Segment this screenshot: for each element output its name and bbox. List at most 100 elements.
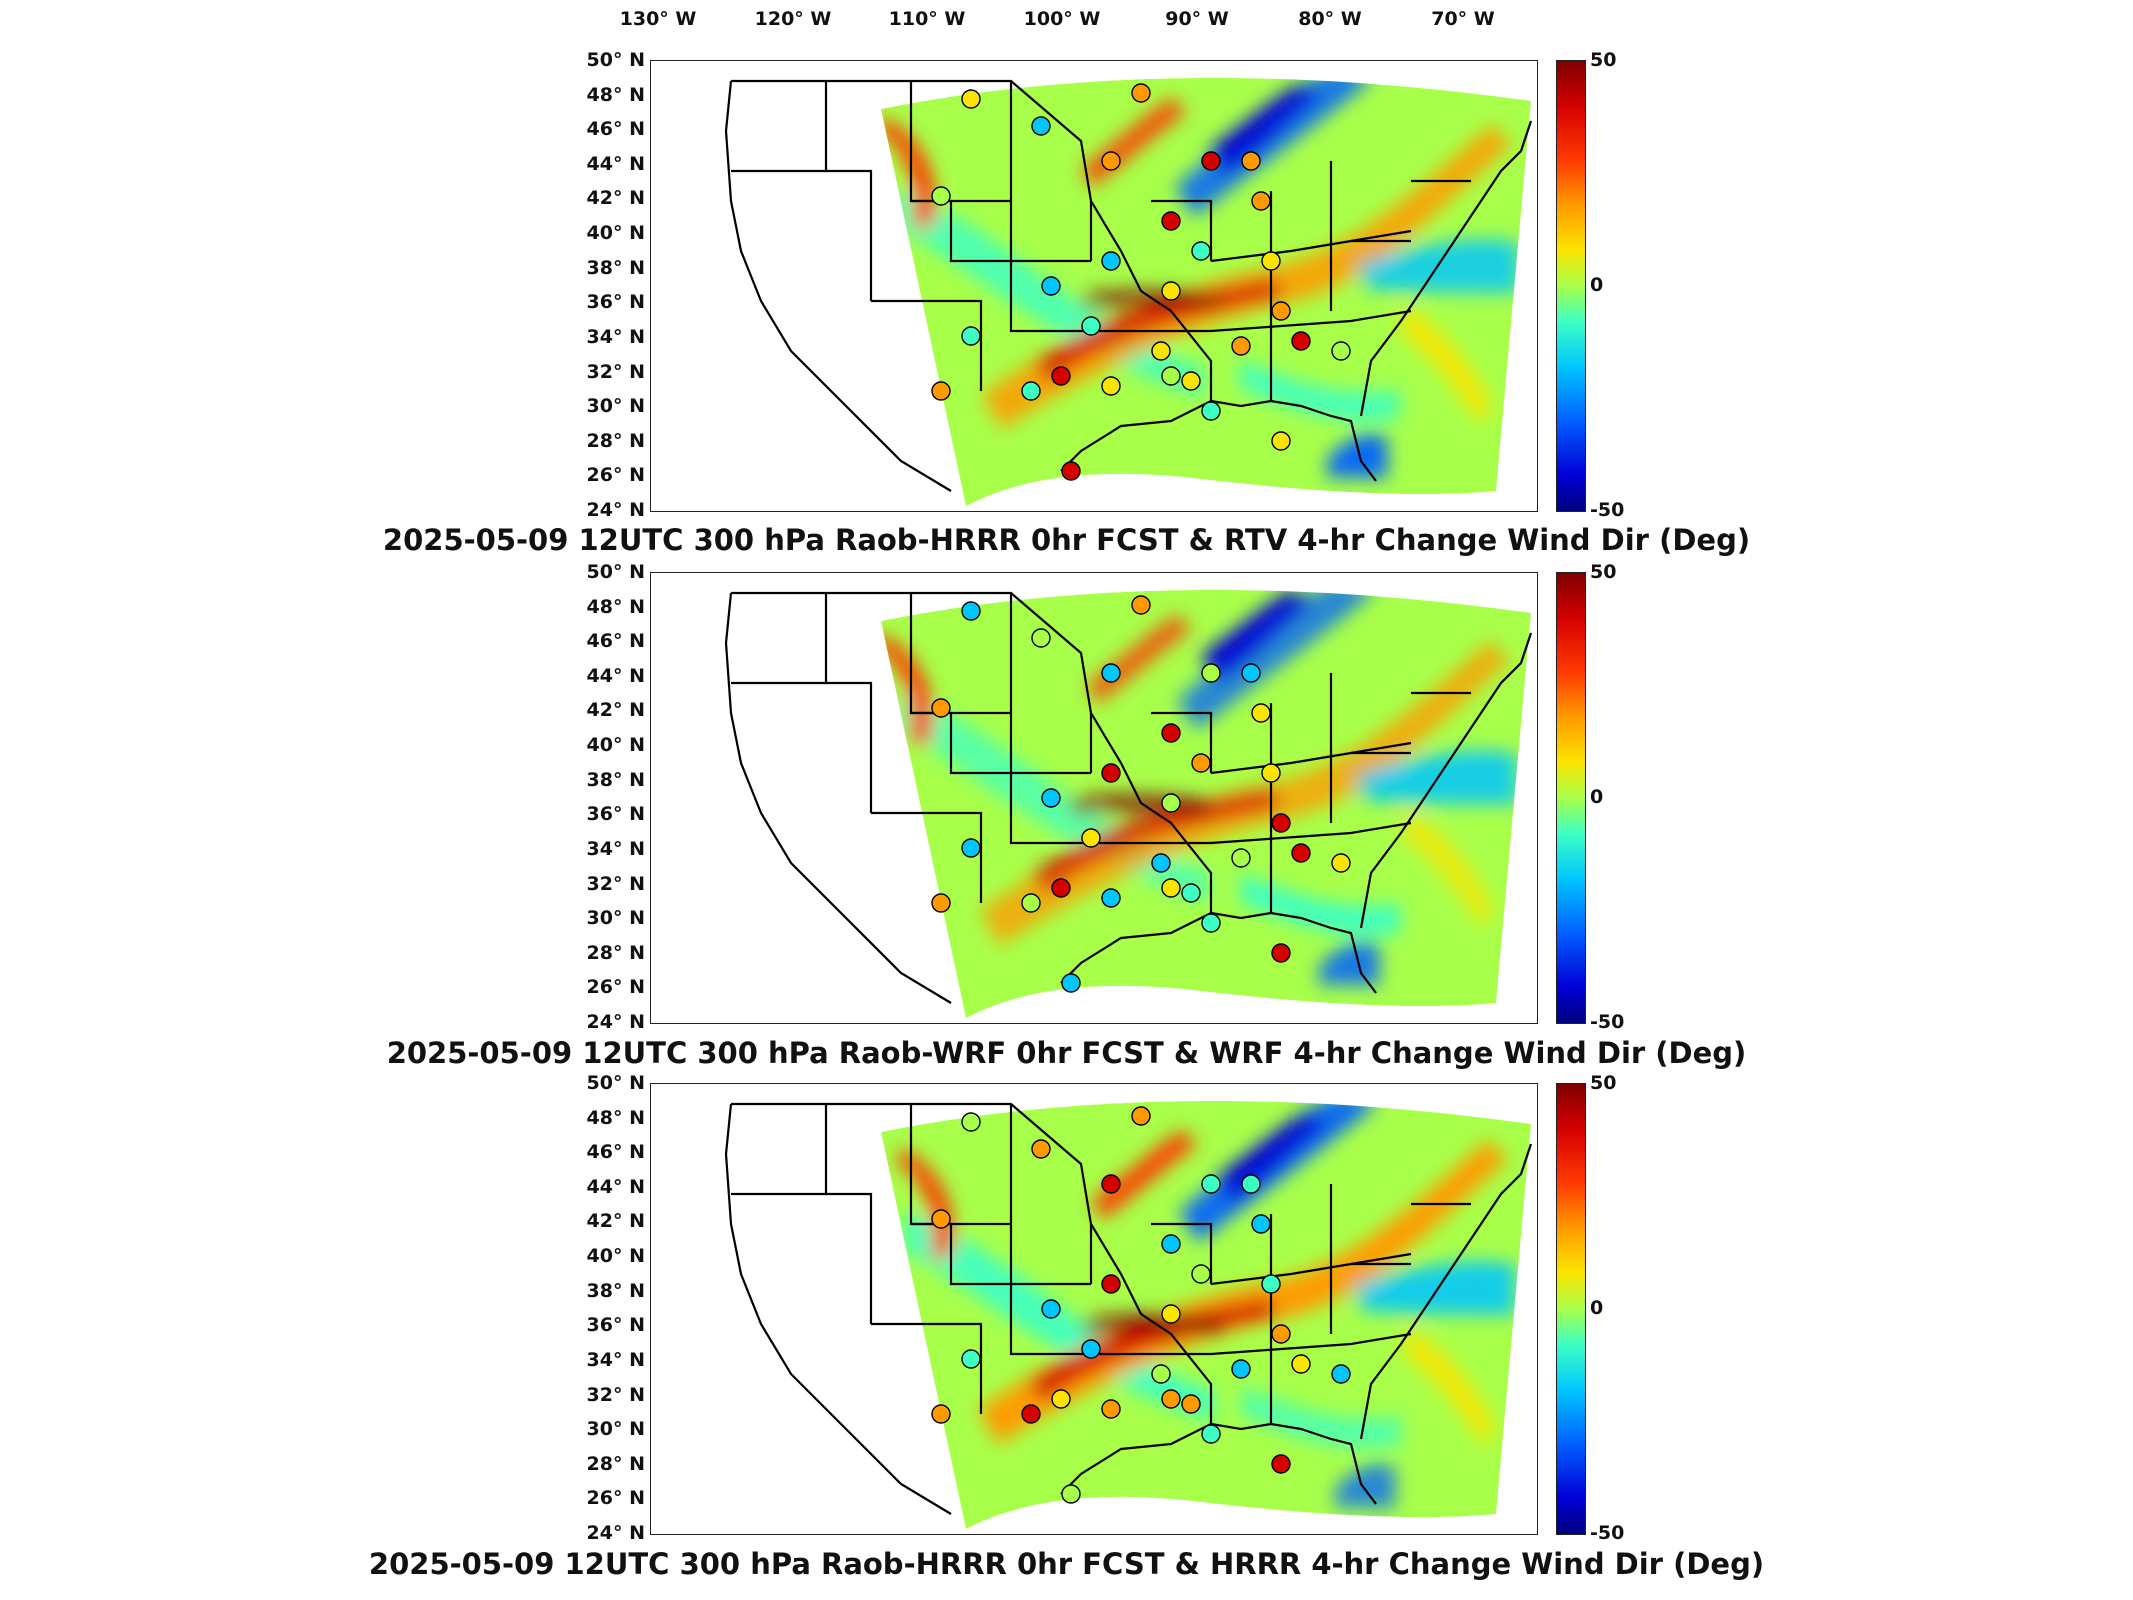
raob-station-marker <box>1051 878 1071 898</box>
raob-station-marker <box>931 698 951 718</box>
wind-direction-map <box>724 1100 1533 1529</box>
lat-label: 26° N <box>586 976 645 999</box>
colorbar-tick-label: 0 <box>1590 274 1604 296</box>
lat-label: 50° N <box>586 49 645 71</box>
raob-station-marker <box>1291 331 1311 351</box>
lat-label: 28° N <box>586 1452 645 1475</box>
wind-change-band <box>1080 288 1221 310</box>
wind-change-band <box>1359 239 1520 293</box>
lat-label: 46° N <box>586 1141 645 1164</box>
raob-station-marker <box>1271 813 1291 833</box>
raob-station-marker <box>961 1112 981 1132</box>
raob-station-marker <box>1161 1389 1181 1409</box>
raob-station-marker <box>1161 366 1181 386</box>
wind-change-band <box>1401 304 1492 425</box>
wind-change-band <box>1355 1261 1516 1315</box>
wind-change-band <box>1239 359 1400 422</box>
wind-change-band <box>896 1147 954 1258</box>
raob-station-marker <box>1161 723 1181 743</box>
raob-station-marker <box>1131 1106 1151 1126</box>
lat-label: 36° N <box>586 291 645 314</box>
colorbar <box>1556 1083 1586 1535</box>
wind-change-band <box>1176 589 1377 731</box>
raob-station-marker <box>1021 381 1041 401</box>
wind-change-band <box>1092 1129 1197 1220</box>
lon-label: 70° W <box>1431 8 1495 30</box>
raob-station-marker <box>1101 376 1121 396</box>
raob-station-marker <box>1041 788 1061 808</box>
raob-station-marker <box>1271 1324 1291 1344</box>
colorbar <box>1556 60 1586 512</box>
lat-label: 32° N <box>586 360 645 383</box>
lon-label: 90° W <box>1165 8 1229 30</box>
lat-label: 34° N <box>586 837 645 860</box>
colorbar-tick-label: 0 <box>1590 1297 1604 1319</box>
lat-label: 36° N <box>586 803 645 826</box>
raob-station-marker <box>1251 191 1271 211</box>
raob-station-marker <box>1271 301 1291 321</box>
raob-station-marker <box>1131 83 1151 103</box>
raob-station-marker <box>1081 316 1101 336</box>
lon-label: 100° W <box>1023 8 1101 30</box>
wind-change-band <box>979 640 1510 946</box>
raob-station-marker <box>1241 663 1261 683</box>
raob-station-marker <box>1101 763 1121 783</box>
raob-station-marker <box>1161 1234 1181 1254</box>
raob-station-marker <box>1241 1174 1261 1194</box>
raob-station-marker <box>1031 1139 1051 1159</box>
raob-station-marker <box>961 326 981 346</box>
lat-label: 50° N <box>586 1072 645 1094</box>
colorbar-tick-label: 0 <box>1590 786 1604 808</box>
map-frame <box>650 1083 1538 1535</box>
raob-station-marker <box>1151 1364 1171 1384</box>
wind-change-band <box>1240 873 1401 936</box>
lat-label: 38° N <box>586 256 645 279</box>
map-frame <box>650 60 1538 512</box>
colorbar <box>1556 572 1586 1024</box>
raob-station-marker <box>1161 793 1181 813</box>
lat-label: 44° N <box>586 152 645 175</box>
raob-station-marker <box>1151 853 1171 873</box>
colorbar-tick-label: 50 <box>1590 561 1617 583</box>
raob-station-marker <box>961 838 981 858</box>
raob-station-marker <box>1161 1304 1181 1324</box>
lat-label: 26° N <box>586 464 645 487</box>
wind-change-band <box>978 1139 1508 1445</box>
wind-change-band <box>1082 1313 1223 1335</box>
raob-station-marker <box>1101 663 1121 683</box>
raob-station-marker <box>1201 1174 1221 1194</box>
raob-station-marker <box>1201 401 1221 421</box>
raob-station-marker <box>961 1349 981 1369</box>
raob-station-marker <box>1151 341 1171 361</box>
raob-station-marker <box>1201 1424 1221 1444</box>
raob-station-marker <box>1031 628 1051 648</box>
wind-change-band <box>1209 84 1320 174</box>
raob-station-marker <box>1231 1359 1251 1379</box>
lat-label: 34° N <box>586 1348 645 1371</box>
panel-title: 2025-05-09 12UTC 300 hPa Raob-HRRR 0hr F… <box>368 1547 1765 1581</box>
colorbar-tick-label: 50 <box>1590 49 1617 71</box>
lat-label: 30° N <box>586 395 645 418</box>
wind-change-band <box>1034 279 1285 383</box>
lat-label: 28° N <box>586 941 645 964</box>
wind-direction-map <box>724 77 1533 506</box>
lat-label: 46° N <box>586 118 645 141</box>
lat-label: 34° N <box>586 325 645 348</box>
lat-label: 46° N <box>586 630 645 653</box>
raob-station-marker <box>1051 1389 1071 1409</box>
lat-label: 42° N <box>586 1210 645 1233</box>
lat-label: 40° N <box>586 1245 645 1268</box>
raob-station-marker <box>931 381 951 401</box>
wind-change-band <box>1405 1327 1496 1448</box>
raob-station-marker <box>1131 595 1151 615</box>
raob-station-marker <box>1191 753 1211 773</box>
raob-station-marker <box>1191 241 1211 261</box>
raob-station-marker <box>1181 1394 1201 1414</box>
panel-title: 2025-05-09 12UTC 300 hPa Raob-HRRR 0hr F… <box>382 523 1751 557</box>
raob-station-marker <box>1101 251 1121 271</box>
raob-station-marker <box>1331 853 1351 873</box>
raob-station-marker <box>1251 703 1271 723</box>
raob-station-marker <box>1101 1274 1121 1294</box>
model-domain-field <box>881 77 1531 506</box>
colorbar-tick-label: -50 <box>1590 1011 1625 1033</box>
